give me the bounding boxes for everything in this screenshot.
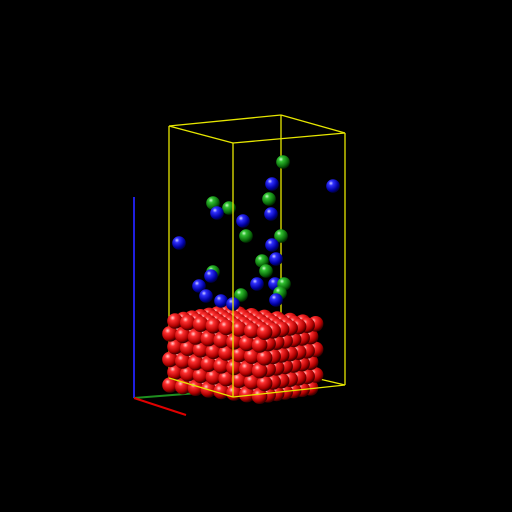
red-atom bbox=[167, 313, 183, 329]
red-atom bbox=[256, 350, 273, 366]
red-atom bbox=[205, 318, 222, 334]
green-atom bbox=[274, 229, 288, 243]
red-atom bbox=[175, 353, 191, 369]
green-atom bbox=[234, 288, 248, 302]
red-atom bbox=[256, 324, 273, 341]
blue-atom bbox=[172, 236, 186, 250]
blue-atom bbox=[250, 277, 264, 291]
red-atom bbox=[192, 367, 209, 384]
blue-atom bbox=[210, 206, 224, 220]
blue-atom bbox=[214, 294, 228, 308]
green-atom bbox=[239, 229, 253, 243]
blue-atom bbox=[204, 269, 218, 283]
red-atom bbox=[239, 386, 255, 403]
green-atom bbox=[222, 201, 236, 215]
red-atom bbox=[180, 366, 196, 382]
red-atom bbox=[180, 340, 196, 357]
red-atom bbox=[167, 364, 183, 381]
red-atom bbox=[200, 356, 217, 373]
green-atom bbox=[276, 155, 290, 169]
green-atom bbox=[259, 264, 273, 278]
red-atom bbox=[218, 345, 234, 361]
red-atom bbox=[256, 375, 273, 392]
red-atom bbox=[226, 334, 242, 350]
red-atom bbox=[239, 335, 255, 352]
red-atom bbox=[187, 354, 204, 371]
red-atom bbox=[251, 337, 268, 353]
red-atom bbox=[205, 369, 222, 385]
red-atom bbox=[167, 338, 183, 355]
atoms bbox=[162, 155, 340, 405]
red-atom bbox=[175, 327, 191, 344]
axes bbox=[133, 197, 199, 416]
red-atom bbox=[187, 329, 204, 345]
red-atom bbox=[231, 321, 247, 337]
blue-atom bbox=[265, 238, 279, 252]
blue-atom bbox=[264, 207, 278, 221]
red-atom bbox=[251, 362, 268, 379]
red-atom bbox=[192, 316, 209, 333]
blue-atom bbox=[326, 179, 340, 193]
red-atom bbox=[213, 332, 229, 349]
blue-atom bbox=[236, 214, 250, 228]
blue-atom bbox=[199, 289, 213, 303]
blue-atom bbox=[265, 177, 279, 191]
red-atom bbox=[218, 370, 234, 387]
red-atom bbox=[162, 326, 178, 342]
red-atom bbox=[231, 372, 247, 389]
red-atom bbox=[226, 359, 242, 376]
red-atom bbox=[162, 351, 178, 368]
red-atom bbox=[244, 322, 260, 339]
red-atom bbox=[218, 319, 234, 336]
red-atom bbox=[239, 361, 255, 377]
axis-y bbox=[133, 392, 199, 399]
green-atom bbox=[262, 192, 276, 206]
red-atom bbox=[205, 343, 222, 360]
cell-front-edges bbox=[168, 114, 346, 398]
red-atom bbox=[162, 377, 178, 393]
red-atom bbox=[251, 388, 268, 405]
red-atom bbox=[244, 374, 260, 390]
red-atom bbox=[200, 330, 217, 347]
blue-atom bbox=[269, 293, 283, 307]
red-atom bbox=[192, 342, 209, 358]
blue-atom bbox=[269, 252, 283, 266]
red-atom bbox=[231, 346, 247, 363]
red-atom bbox=[244, 348, 260, 365]
axis-x bbox=[133, 397, 187, 416]
red-atom bbox=[213, 358, 229, 374]
blue-atom bbox=[192, 279, 206, 293]
red-atom bbox=[180, 314, 196, 331]
